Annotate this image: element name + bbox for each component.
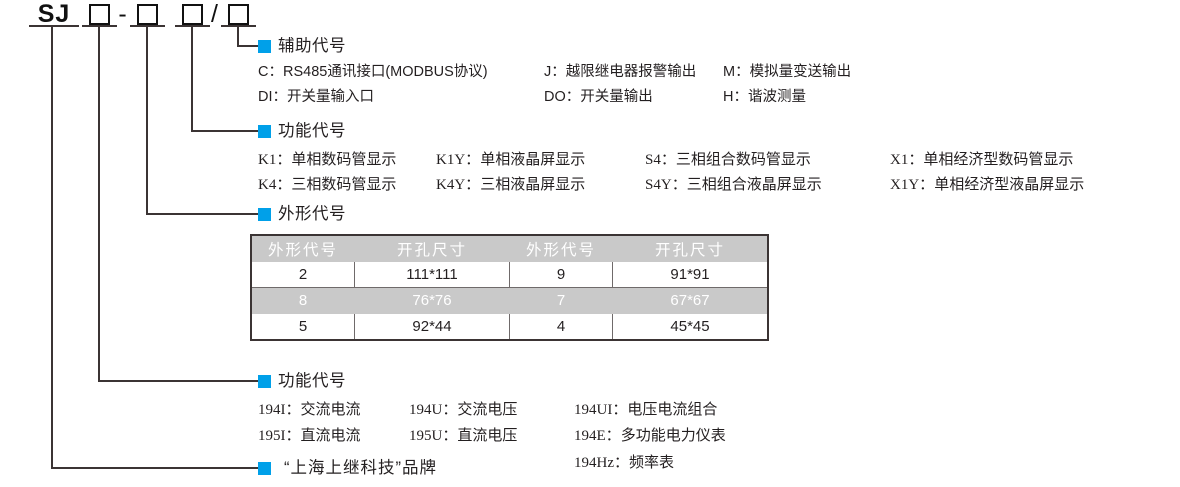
placeholder-box-icon	[88, 3, 110, 25]
table-cell-code: 7	[509, 287, 613, 314]
table-cell-size: 92*44	[354, 313, 510, 341]
table-cell-size: 91*91	[612, 261, 769, 288]
option-194u: 194U：交流电压	[409, 402, 518, 418]
section-header: 功能代号	[258, 121, 1178, 141]
placeholder-box-icon	[227, 3, 249, 25]
section-title: 功能代号	[278, 372, 346, 390]
blue-square-icon	[258, 374, 271, 388]
option-k1y: K1Y：单相液晶屏显示	[436, 152, 586, 168]
placeholder-box-icon	[136, 3, 158, 25]
table-row: 8 76*76 7 67*67	[250, 287, 769, 314]
option-s4y: S4Y：三相组合液晶屏显示	[645, 177, 822, 193]
option-m: M：模拟量变送输出	[723, 64, 852, 80]
option-k4y: K4Y：三相液晶屏显示	[436, 177, 586, 193]
option-194i: 194I：交流电流	[258, 402, 361, 418]
option-di: DI：开关量输入口	[258, 89, 374, 105]
blue-square-icon	[258, 39, 271, 53]
table-header-cell: 外形代号	[509, 234, 613, 262]
blue-square-icon	[258, 461, 271, 475]
option-194hz: 194Hz：频率表	[574, 455, 675, 471]
option-list: K1：单相数码管显示 K1Y：单相液晶屏显示 S4：三相组合数码管显示 X1：单…	[258, 151, 1178, 201]
option-j: J：越限继电器报警输出	[544, 64, 697, 80]
table-cell-code: 8	[250, 287, 355, 314]
placeholder-box-icon	[181, 3, 203, 25]
model-code-row: SJ - /	[0, 0, 1180, 34]
option-x1: X1：单相经济型数码管显示	[890, 152, 1074, 168]
table-cell-code: 5	[250, 313, 355, 341]
table-cell-size: 45*45	[612, 313, 769, 341]
table-cell-size: 111*111	[354, 261, 510, 288]
section-header: 辅助代号	[258, 36, 1168, 56]
model-code-slash: /	[211, 0, 219, 28]
option-195u: 195U：直流电压	[409, 428, 518, 444]
table-header-cell: 开孔尺寸	[354, 234, 510, 262]
model-code-dash: -	[118, 0, 128, 28]
option-list: C：RS485通讯接口(MODBUS协议) J：越限继电器报警输出 M：模拟量变…	[258, 63, 1168, 113]
option-c: C：RS485通讯接口(MODBUS协议)	[258, 64, 488, 80]
table-header-row: 外形代号 开孔尺寸 外形代号 开孔尺寸	[250, 234, 769, 262]
option-list: 194I：交流电流 194U：交流电压 194UI：电压电流组合 195I：直流…	[258, 401, 958, 476]
model-code-box-3	[177, 0, 207, 28]
option-x1y: X1Y：单相经济型液晶屏显示	[890, 177, 1085, 193]
model-code-box-4	[223, 0, 253, 28]
section-header: 外形代号	[258, 204, 346, 224]
section-brand: “上海上继科技”品牌	[258, 458, 437, 478]
option-194ui: 194UI：电压电流组合	[574, 402, 718, 418]
shape-code-table: 外形代号 开孔尺寸 外形代号 开孔尺寸 2 111*111 9 91*91 8 …	[250, 234, 769, 341]
option-k4: K4：三相数码管显示	[258, 177, 397, 193]
section-header: “上海上继科技”品牌	[258, 458, 437, 478]
section-shape-code: 外形代号	[258, 204, 346, 224]
section-title: 辅助代号	[278, 37, 346, 55]
table-cell-size: 76*76	[354, 287, 510, 314]
model-code-prefix: SJ	[37, 0, 71, 28]
section-title: 功能代号	[278, 122, 346, 140]
model-code-box-1	[84, 0, 114, 28]
section-function-code-meter: 功能代号 194I：交流电流 194U：交流电压 194UI：电压电流组合 19…	[258, 371, 958, 476]
blue-square-icon	[258, 124, 271, 138]
table-cell-code: 9	[509, 261, 613, 288]
option-195i: 195I：直流电流	[258, 428, 361, 444]
option-h: H：谐波测量	[723, 89, 806, 105]
table-row: 2 111*111 9 91*91	[250, 261, 769, 288]
table-header-cell: 开孔尺寸	[612, 234, 769, 262]
table-header-cell: 外形代号	[250, 234, 355, 262]
section-title: 外形代号	[278, 205, 346, 223]
model-code-box-2	[132, 0, 162, 28]
table-cell-size: 67*67	[612, 287, 769, 314]
table-cell-code: 2	[250, 261, 355, 288]
section-function-code-display: 功能代号 K1：单相数码管显示 K1Y：单相液晶屏显示 S4：三相组合数码管显示…	[258, 121, 1178, 201]
section-header: 功能代号	[258, 371, 958, 391]
option-k1: K1：单相数码管显示	[258, 152, 397, 168]
option-do: DO：开关量输出	[544, 89, 653, 105]
option-s4: S4：三相组合数码管显示	[645, 152, 811, 168]
table-row: 5 92*44 4 45*45	[250, 313, 769, 341]
blue-square-icon	[258, 207, 271, 221]
option-194e: 194E：多功能电力仪表	[574, 428, 726, 444]
section-auxiliary-code: 辅助代号 C：RS485通讯接口(MODBUS协议) J：越限继电器报警输出 M…	[258, 36, 1168, 113]
table-cell-code: 4	[509, 313, 613, 341]
brand-label: “上海上继科技”品牌	[284, 459, 437, 477]
